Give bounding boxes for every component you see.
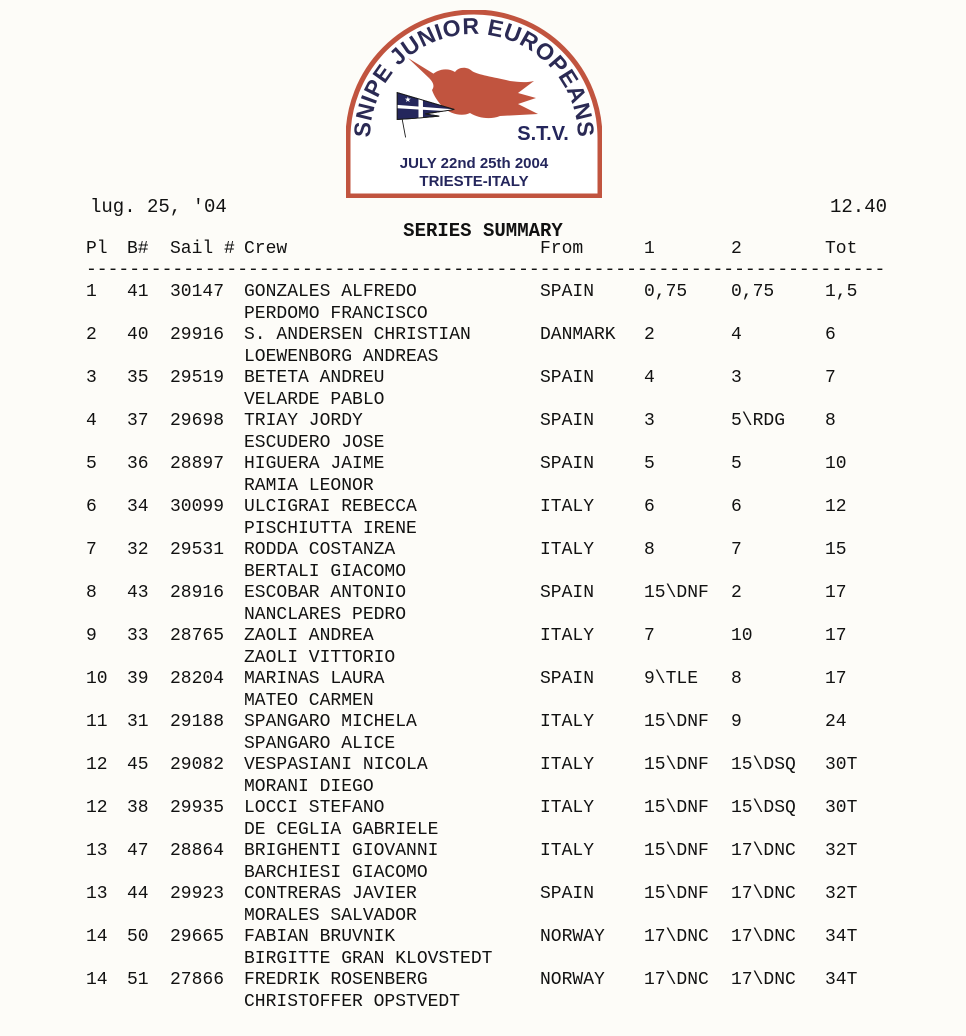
svg-text:★: ★ bbox=[404, 95, 411, 104]
svg-text:JULY 22nd 25th 2004: JULY 22nd 25th 2004 bbox=[400, 155, 549, 172]
svg-text:TRIESTE-ITALY: TRIESTE-ITALY bbox=[419, 173, 528, 190]
svg-text:S.T.V.: S.T.V. bbox=[517, 123, 569, 145]
